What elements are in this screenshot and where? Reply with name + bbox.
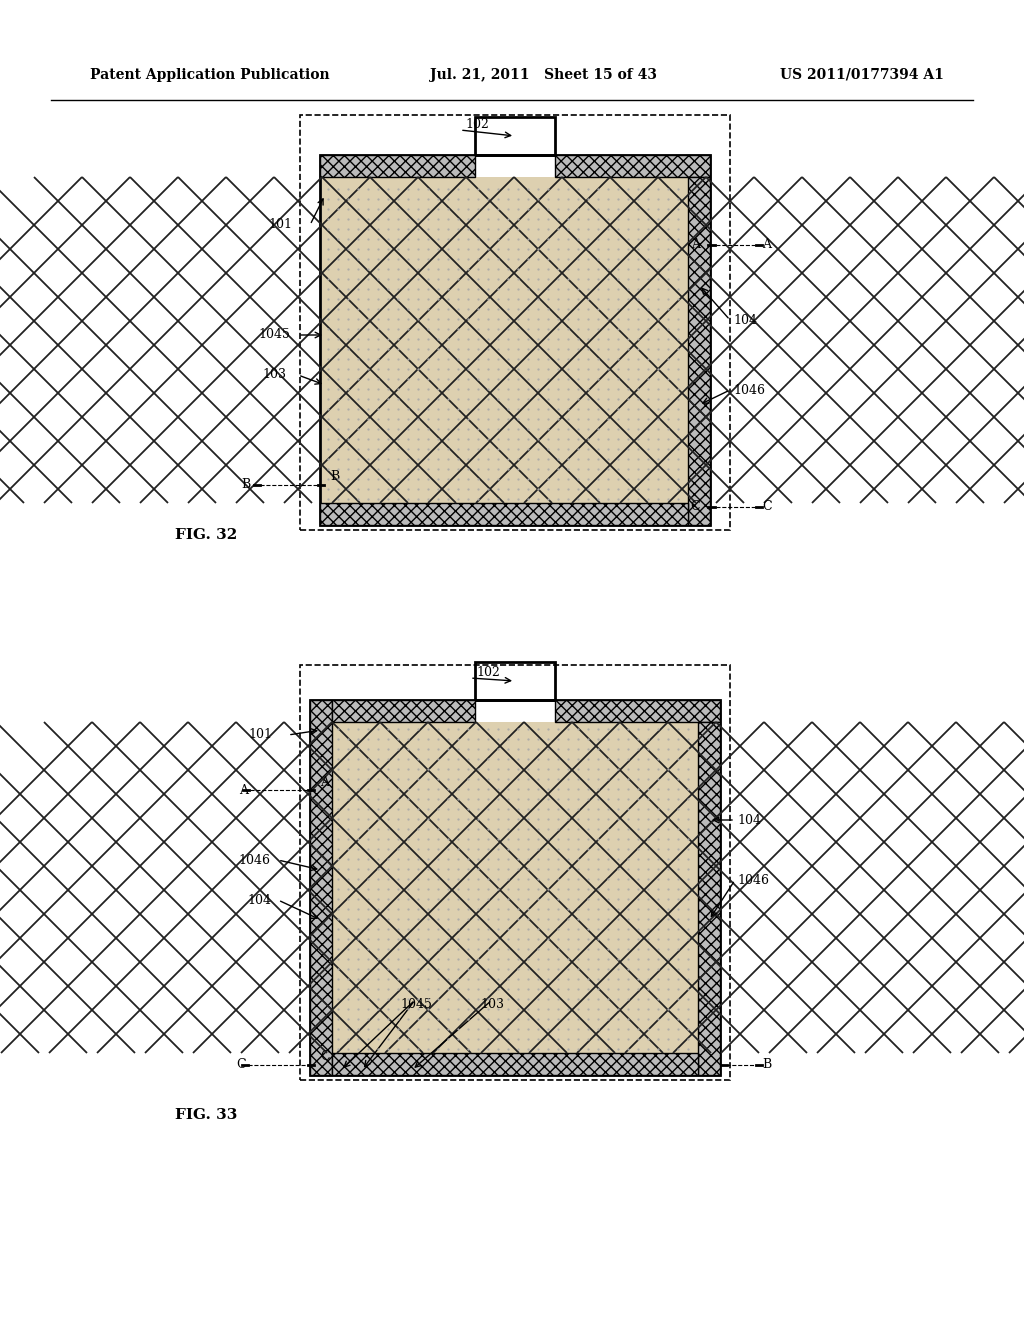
Bar — [688, 177, 710, 525]
Bar — [475, 663, 555, 700]
Text: A: A — [319, 776, 329, 788]
Bar — [319, 154, 475, 177]
Bar — [310, 700, 720, 1074]
Text: FIG. 33: FIG. 33 — [175, 1107, 238, 1122]
Text: 103: 103 — [480, 998, 504, 1011]
Text: A: A — [239, 784, 248, 796]
Text: 104: 104 — [733, 314, 757, 326]
Text: 104: 104 — [247, 894, 271, 907]
Text: 101: 101 — [268, 219, 292, 231]
Bar — [332, 700, 475, 722]
Text: 1045: 1045 — [258, 329, 290, 342]
Text: A: A — [691, 239, 700, 252]
Bar — [300, 665, 730, 1080]
Text: US 2011/0177394 A1: US 2011/0177394 A1 — [780, 69, 944, 82]
Bar — [319, 154, 710, 525]
Text: A: A — [762, 239, 771, 252]
Bar — [555, 700, 720, 722]
Text: B: B — [330, 470, 339, 483]
Bar — [310, 700, 332, 1074]
Text: B: B — [762, 1059, 771, 1072]
Bar — [332, 1053, 698, 1074]
Text: C: C — [690, 500, 700, 513]
Text: 1046: 1046 — [733, 384, 765, 396]
Text: 1046: 1046 — [238, 854, 270, 866]
Text: 104: 104 — [737, 813, 761, 826]
Text: C: C — [762, 500, 772, 513]
Text: 101: 101 — [248, 729, 272, 742]
Bar — [555, 154, 710, 177]
Text: B: B — [242, 479, 251, 491]
Text: 1045: 1045 — [400, 998, 432, 1011]
Bar — [300, 115, 730, 531]
Text: FIG. 32: FIG. 32 — [175, 528, 238, 543]
Text: 102: 102 — [476, 667, 500, 680]
Bar — [319, 503, 688, 525]
Text: Jul. 21, 2011   Sheet 15 of 43: Jul. 21, 2011 Sheet 15 of 43 — [430, 69, 657, 82]
Text: C: C — [237, 1059, 246, 1072]
Text: 102: 102 — [465, 119, 488, 132]
Text: 103: 103 — [262, 368, 286, 381]
Text: C: C — [319, 1051, 330, 1064]
Bar — [332, 722, 698, 1053]
Text: 1046: 1046 — [737, 874, 769, 887]
Bar — [322, 177, 688, 503]
Bar — [698, 722, 720, 1074]
Bar — [475, 117, 555, 154]
Text: Patent Application Publication: Patent Application Publication — [90, 69, 330, 82]
